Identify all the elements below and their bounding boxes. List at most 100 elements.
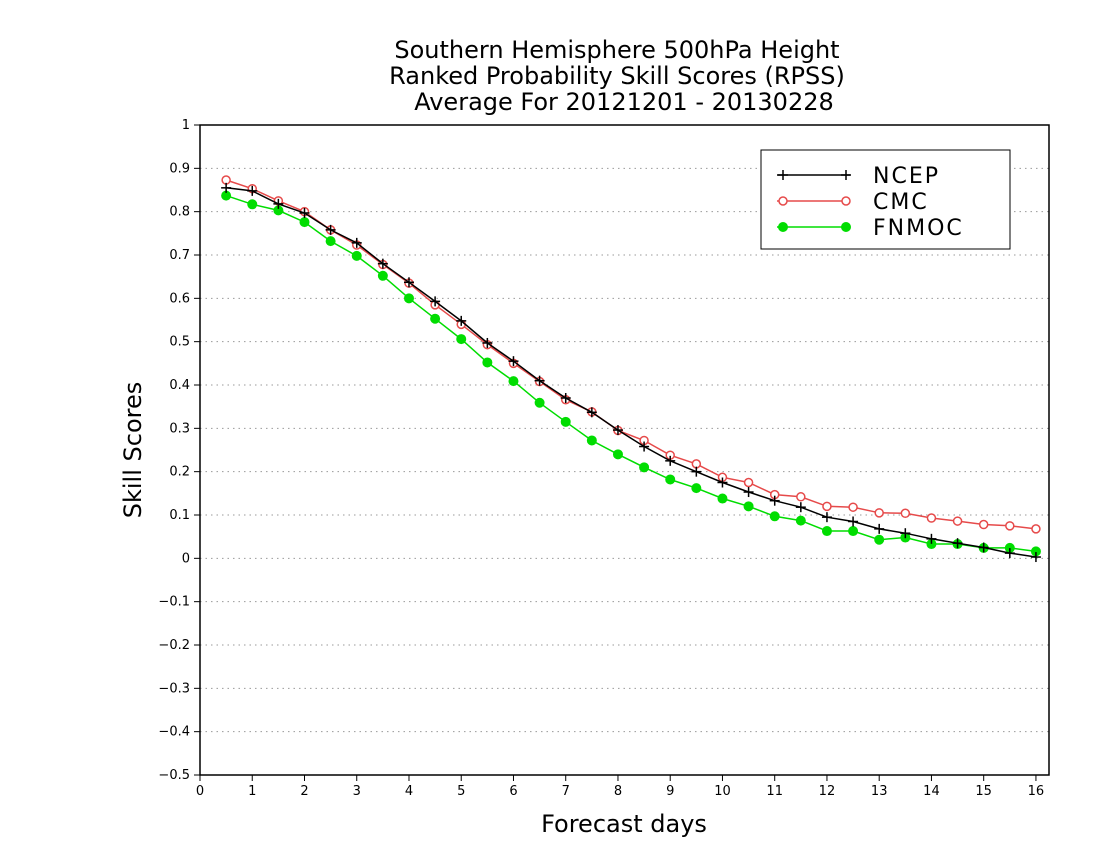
series-layer <box>221 175 1041 563</box>
data-point-fnmoc <box>299 217 310 228</box>
legend-box <box>760 149 1011 250</box>
data-point-ncep <box>848 516 859 527</box>
data-point-fnmoc <box>769 511 780 522</box>
data-point-fnmoc <box>612 449 623 460</box>
y-axis-label: Skill Scores <box>119 382 147 519</box>
x-tick-label: 13 <box>871 784 888 799</box>
data-point-fnmoc <box>821 526 832 537</box>
data-point-fnmoc <box>848 526 859 537</box>
y-tick-label: 1 <box>182 118 190 133</box>
data-point-ncep <box>1004 548 1015 559</box>
data-point-ncep <box>586 407 597 418</box>
data-point-cmc <box>1031 524 1041 534</box>
chart-title-line-2: Ranked Probability Skill Scores (RPSS) <box>389 62 845 90</box>
data-point-fnmoc <box>586 435 597 446</box>
x-tick-label: 10 <box>714 784 731 799</box>
data-point-ncep <box>430 296 441 307</box>
y-tick-label: −0.5 <box>158 768 190 783</box>
data-point-ncep <box>639 441 650 452</box>
data-point-fnmoc <box>717 493 728 504</box>
data-point-fnmoc <box>743 501 754 512</box>
x-tick-label: 2 <box>300 784 308 799</box>
data-point-ncep <box>482 337 493 348</box>
data-point-ncep <box>456 315 467 326</box>
data-point-cmc <box>926 513 937 523</box>
data-point-ncep <box>351 237 362 248</box>
data-point-cmc <box>952 516 963 526</box>
x-tick-label: 16 <box>1028 784 1045 799</box>
data-point-ncep <box>273 198 284 209</box>
data-point-ncep <box>665 455 676 466</box>
y-tick-label: 0.4 <box>169 378 190 393</box>
data-point-fnmoc <box>403 293 414 304</box>
data-point-fnmoc <box>247 199 258 210</box>
data-point-fnmoc <box>534 397 545 408</box>
data-point-fnmoc <box>456 334 467 345</box>
legend-marker <box>841 222 851 232</box>
data-point-ncep <box>978 542 989 553</box>
data-point-cmc <box>978 519 989 530</box>
data-point-fnmoc <box>351 250 362 261</box>
data-point-fnmoc <box>482 357 493 368</box>
x-tick-label: 8 <box>614 784 622 799</box>
data-point-fnmoc <box>639 462 650 473</box>
data-point-cmc <box>743 477 754 488</box>
x-tick-label: 5 <box>457 784 465 799</box>
x-tick-label: 4 <box>405 784 413 799</box>
chart-title-line-3: Average For 20121201 - 20130228 <box>414 88 834 116</box>
data-point-ncep <box>221 182 232 193</box>
data-point-ncep <box>325 224 336 235</box>
x-tick-label: 0 <box>196 784 204 799</box>
x-axis-label: Forecast days <box>541 810 707 838</box>
data-point-fnmoc <box>691 483 702 494</box>
data-point-cmc <box>822 501 832 512</box>
y-tick-label: −0.4 <box>158 725 190 740</box>
legend-label-ncep: NCEP <box>873 164 940 189</box>
data-point-ncep <box>612 425 623 436</box>
data-point-fnmoc <box>665 474 676 485</box>
y-tick-label: 0.3 <box>169 421 190 436</box>
data-point-fnmoc <box>430 313 441 324</box>
legend-marker <box>778 170 788 180</box>
data-point-cmc <box>900 508 911 519</box>
data-point-ncep <box>534 375 545 386</box>
legend-marker <box>841 170 851 180</box>
data-point-ncep <box>821 512 832 523</box>
chart-title-line-1: Southern Hemisphere 500hPa Height <box>394 36 839 64</box>
data-point-ncep <box>900 528 911 539</box>
x-tick-label: 15 <box>975 784 992 799</box>
y-tick-label: 0.6 <box>169 291 190 306</box>
data-point-ncep <box>926 533 937 544</box>
data-point-ncep <box>377 258 388 269</box>
data-point-cmc <box>1005 521 1015 531</box>
gridlines <box>200 167 1049 733</box>
data-point-ncep <box>691 466 702 477</box>
data-point-ncep <box>508 356 519 367</box>
data-point-cmc <box>874 508 884 518</box>
y-tick-label: −0.1 <box>158 595 190 610</box>
x-axis: 0 1 2 3 4 5 6 7 8 9 10 11 12 13 14 15 16 <box>196 775 1044 799</box>
legend-label-fnmoc: FNMOC <box>873 216 964 241</box>
data-point-ncep <box>299 207 310 218</box>
y-tick-label: 0.5 <box>169 335 190 350</box>
data-point-fnmoc <box>560 416 571 427</box>
data-point-ncep <box>560 393 571 403</box>
series-ncep <box>221 182 1041 563</box>
legend-marker <box>778 196 788 206</box>
data-point-fnmoc <box>325 236 336 247</box>
data-point-ncep <box>717 477 728 488</box>
plot-frame <box>199 124 1050 776</box>
y-tick-label: −0.3 <box>158 681 190 696</box>
data-point-cmc <box>796 492 806 502</box>
data-point-ncep <box>1030 552 1041 563</box>
legend-marker <box>841 196 851 206</box>
x-tick-label: 9 <box>666 784 674 799</box>
data-point-fnmoc <box>874 534 885 545</box>
data-point-ncep <box>874 523 885 534</box>
x-tick-label: 1 <box>248 784 256 799</box>
y-tick-label: 0.9 <box>169 161 190 176</box>
legend-label-cmc: CMC <box>873 190 929 215</box>
x-tick-label: 6 <box>509 784 517 799</box>
